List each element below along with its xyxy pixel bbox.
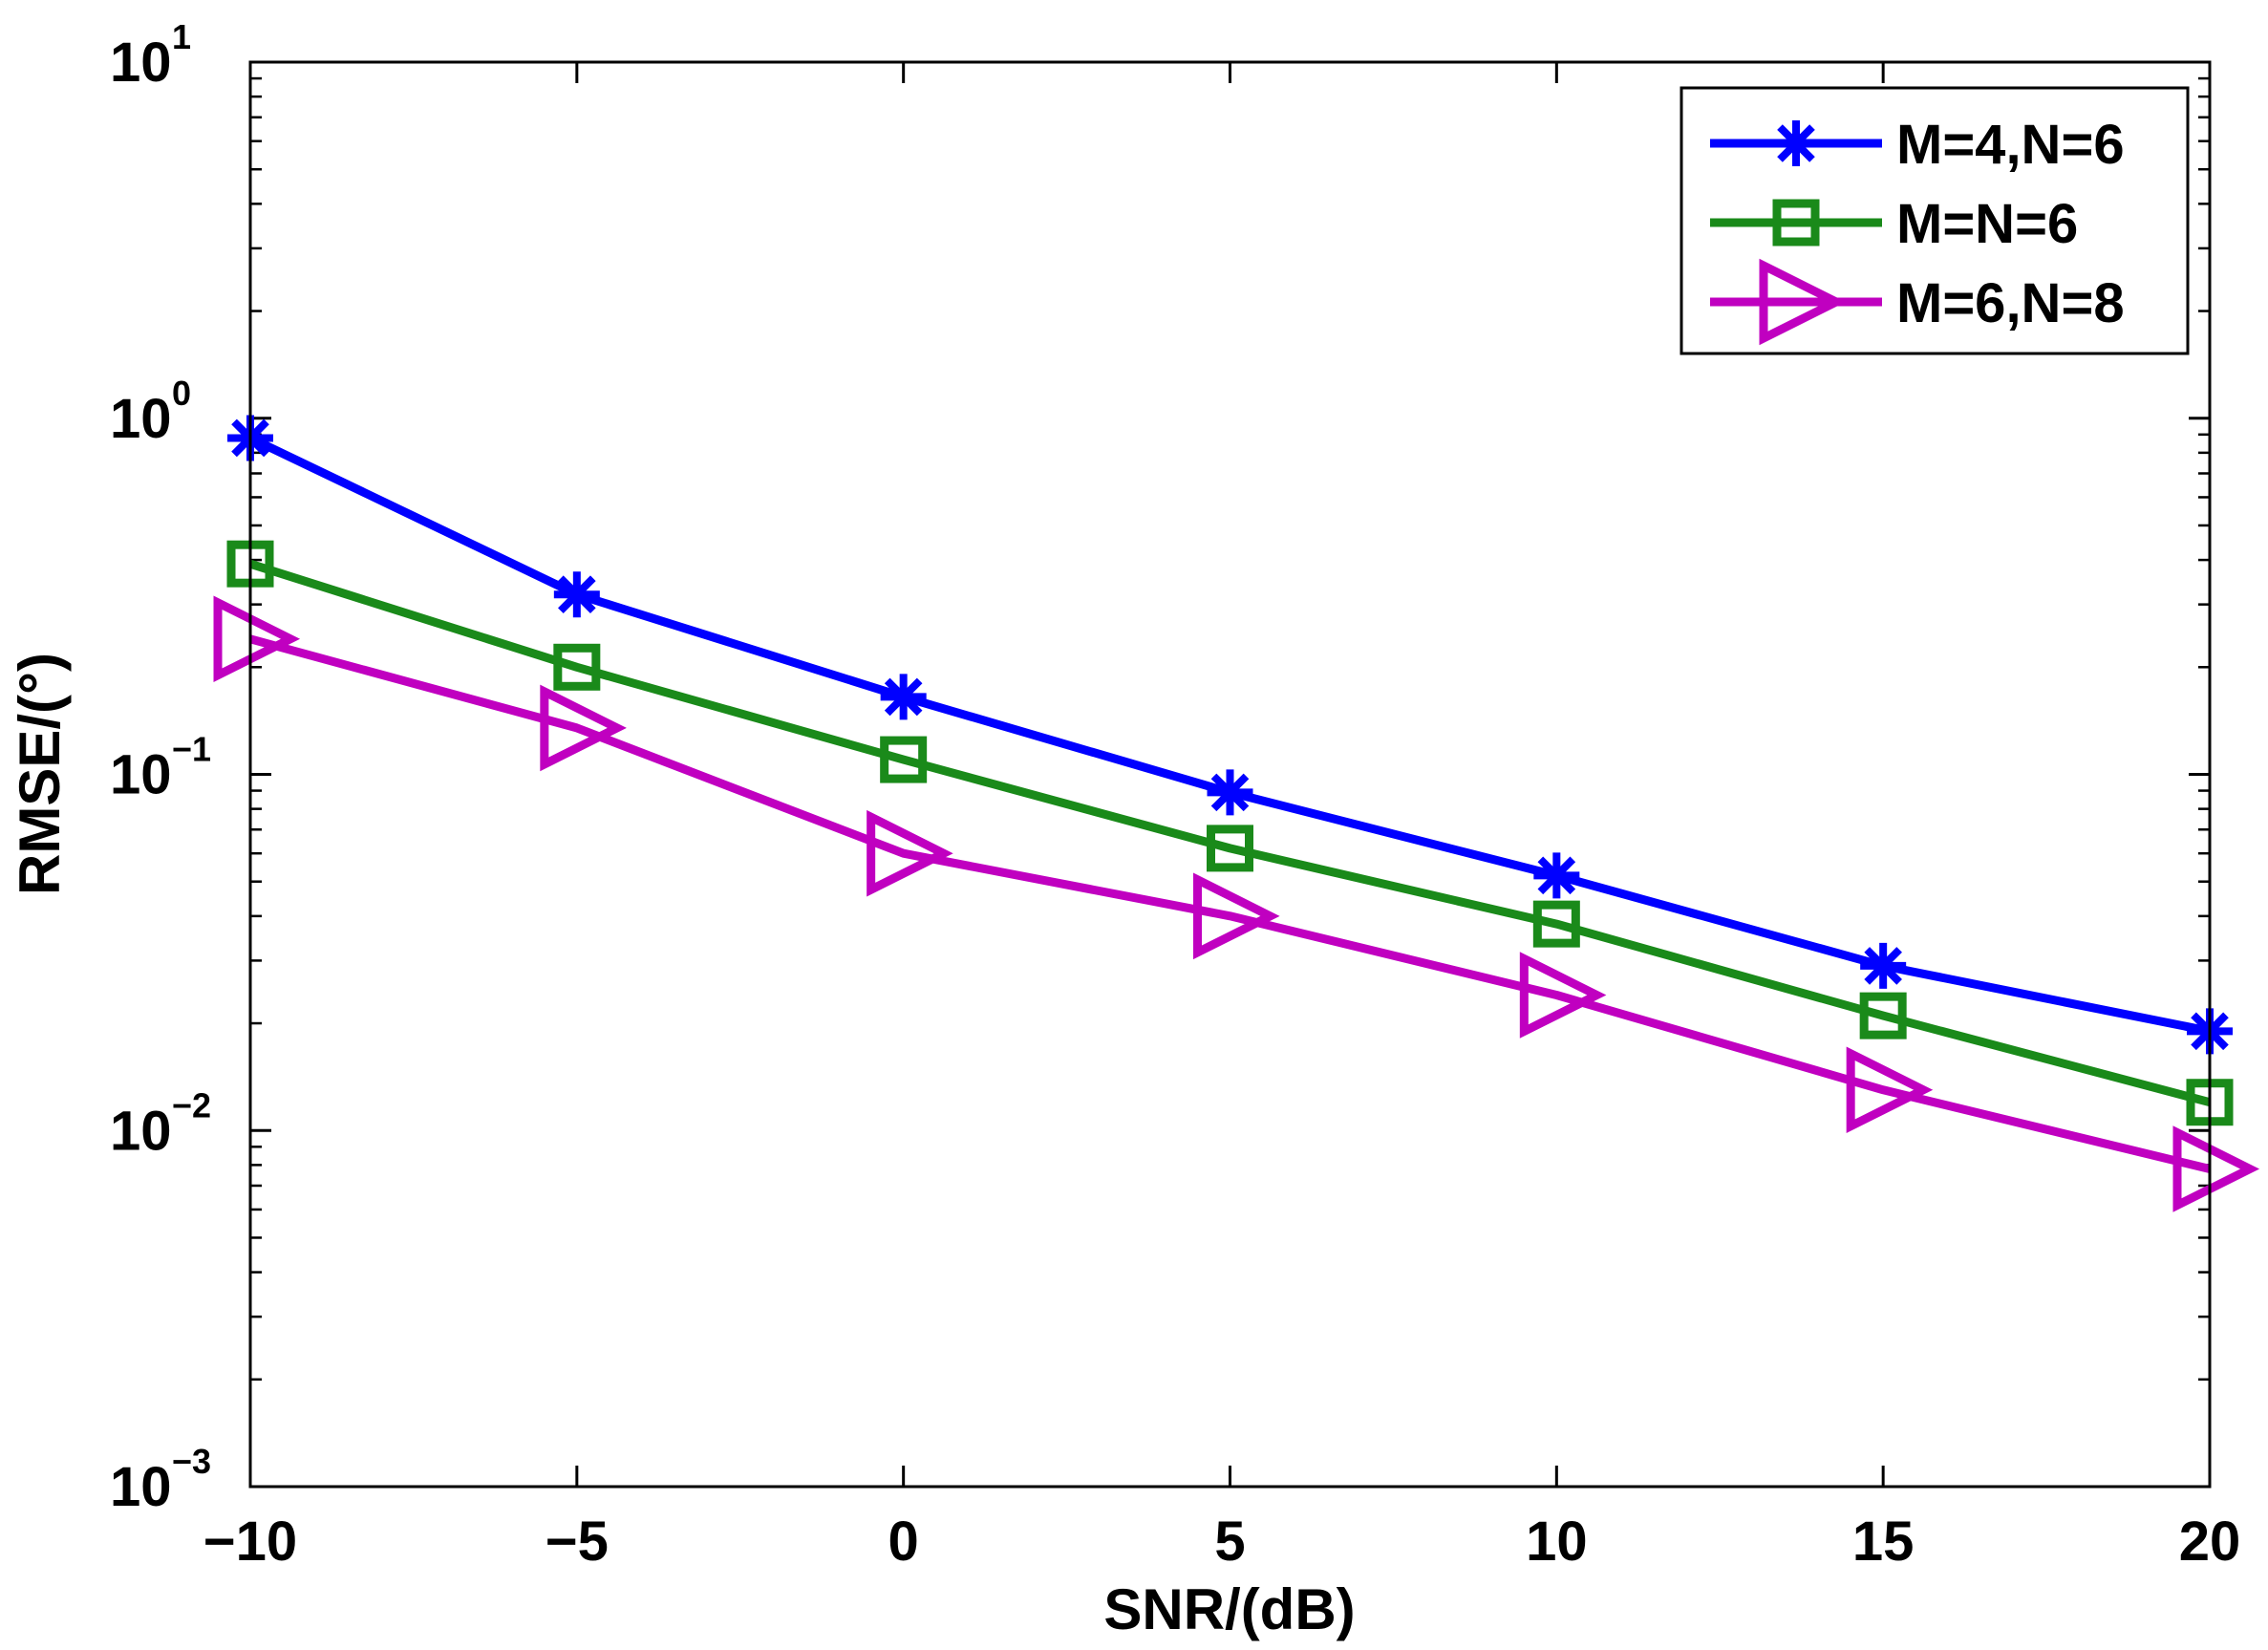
legend-item-3: M=6,N=8 <box>1710 258 2125 346</box>
data-point-triangle-right <box>1846 1046 1934 1134</box>
asterisk-stroke <box>558 575 596 614</box>
legend-marker-triangle-right <box>1759 258 1847 346</box>
y-axis-label: RMSE/(°) <box>8 653 72 895</box>
y-tick-label: 10 1 <box>110 17 191 94</box>
y-tick-exponent: −3 <box>172 1442 211 1481</box>
data-point-triangle-right <box>1193 872 1280 960</box>
y-tick-base: 10 <box>110 32 172 94</box>
data-point-square <box>1207 825 1253 872</box>
y-tick-base: 10 <box>110 1100 172 1162</box>
legend-marker-square <box>1772 199 1820 246</box>
asterisk-stroke <box>1864 947 1902 985</box>
data-point-triangle-right <box>867 809 953 897</box>
data-point-asterisk <box>1207 769 1253 816</box>
data-point-asterisk <box>553 571 600 618</box>
data-point-square <box>1532 900 1580 948</box>
y-tick-exponent: 0 <box>172 374 191 413</box>
y-tick-exponent: −1 <box>172 730 211 769</box>
minor-ticks <box>250 76 2210 1382</box>
data-point-triangle-right <box>540 684 627 772</box>
legend-label: M=6,N=8 <box>1896 272 2125 334</box>
series-2 <box>226 540 2234 1126</box>
y-tick-label: 10 −2 <box>110 1085 211 1162</box>
y-tick-exponent: −2 <box>172 1085 211 1125</box>
data-point-triangle-right <box>213 595 301 683</box>
data-point-triangle-right <box>2172 1125 2260 1212</box>
y-tick-base: 10 <box>110 1456 172 1518</box>
legend-item-2: M=N=6 <box>1710 193 2078 255</box>
series-line <box>248 634 2212 1173</box>
y-tick-base: 10 <box>110 744 172 806</box>
asterisk-stroke <box>1537 856 1576 895</box>
axes-frame <box>248 60 2212 1489</box>
legend: M=4,N=6 M=N=6 M=6,N=8 <box>1680 86 2190 355</box>
y-tick-label: 10 −3 <box>110 1442 211 1518</box>
data-point-square <box>880 736 928 783</box>
data-point-asterisk <box>1533 852 1580 899</box>
asterisk-stroke <box>1777 124 1815 162</box>
legend-label: M=4,N=6 <box>1896 114 2125 176</box>
legend-marker-asterisk <box>1773 120 1819 166</box>
x-tick-label: 15 <box>1852 1511 1915 1573</box>
asterisk-stroke <box>1210 773 1250 812</box>
data-point-square <box>1859 992 1907 1039</box>
x-axis-label: SNR/(dB) <box>1103 1577 1355 1641</box>
series-3 <box>213 595 2260 1212</box>
data-point-square <box>553 643 601 691</box>
x-tick-labels: −10 −5 0 5 10 15 20 <box>203 1511 2240 1573</box>
data-point-asterisk <box>880 674 927 720</box>
x-tick-label: 10 <box>1526 1511 1588 1573</box>
asterisk-stroke <box>884 677 923 717</box>
legend-item-1: M=4,N=6 <box>1710 114 2125 176</box>
data-point-asterisk <box>1860 942 1907 989</box>
x-tick-label: 5 <box>1214 1511 1245 1573</box>
series-line <box>248 559 2212 1107</box>
x-tick-label: −5 <box>546 1511 609 1573</box>
legend-label: M=N=6 <box>1896 193 2078 255</box>
y-tick-base: 10 <box>110 388 172 450</box>
x-tick-label: 0 <box>888 1511 919 1573</box>
x-tick-label: −10 <box>203 1511 297 1573</box>
y-tick-exponent: 1 <box>172 17 191 56</box>
data-point-triangle-right <box>1519 952 1607 1039</box>
y-tick-label: 10 0 <box>110 374 191 450</box>
x-tick-label: 20 <box>2179 1511 2241 1573</box>
y-tick-label: 10 −1 <box>110 730 211 806</box>
